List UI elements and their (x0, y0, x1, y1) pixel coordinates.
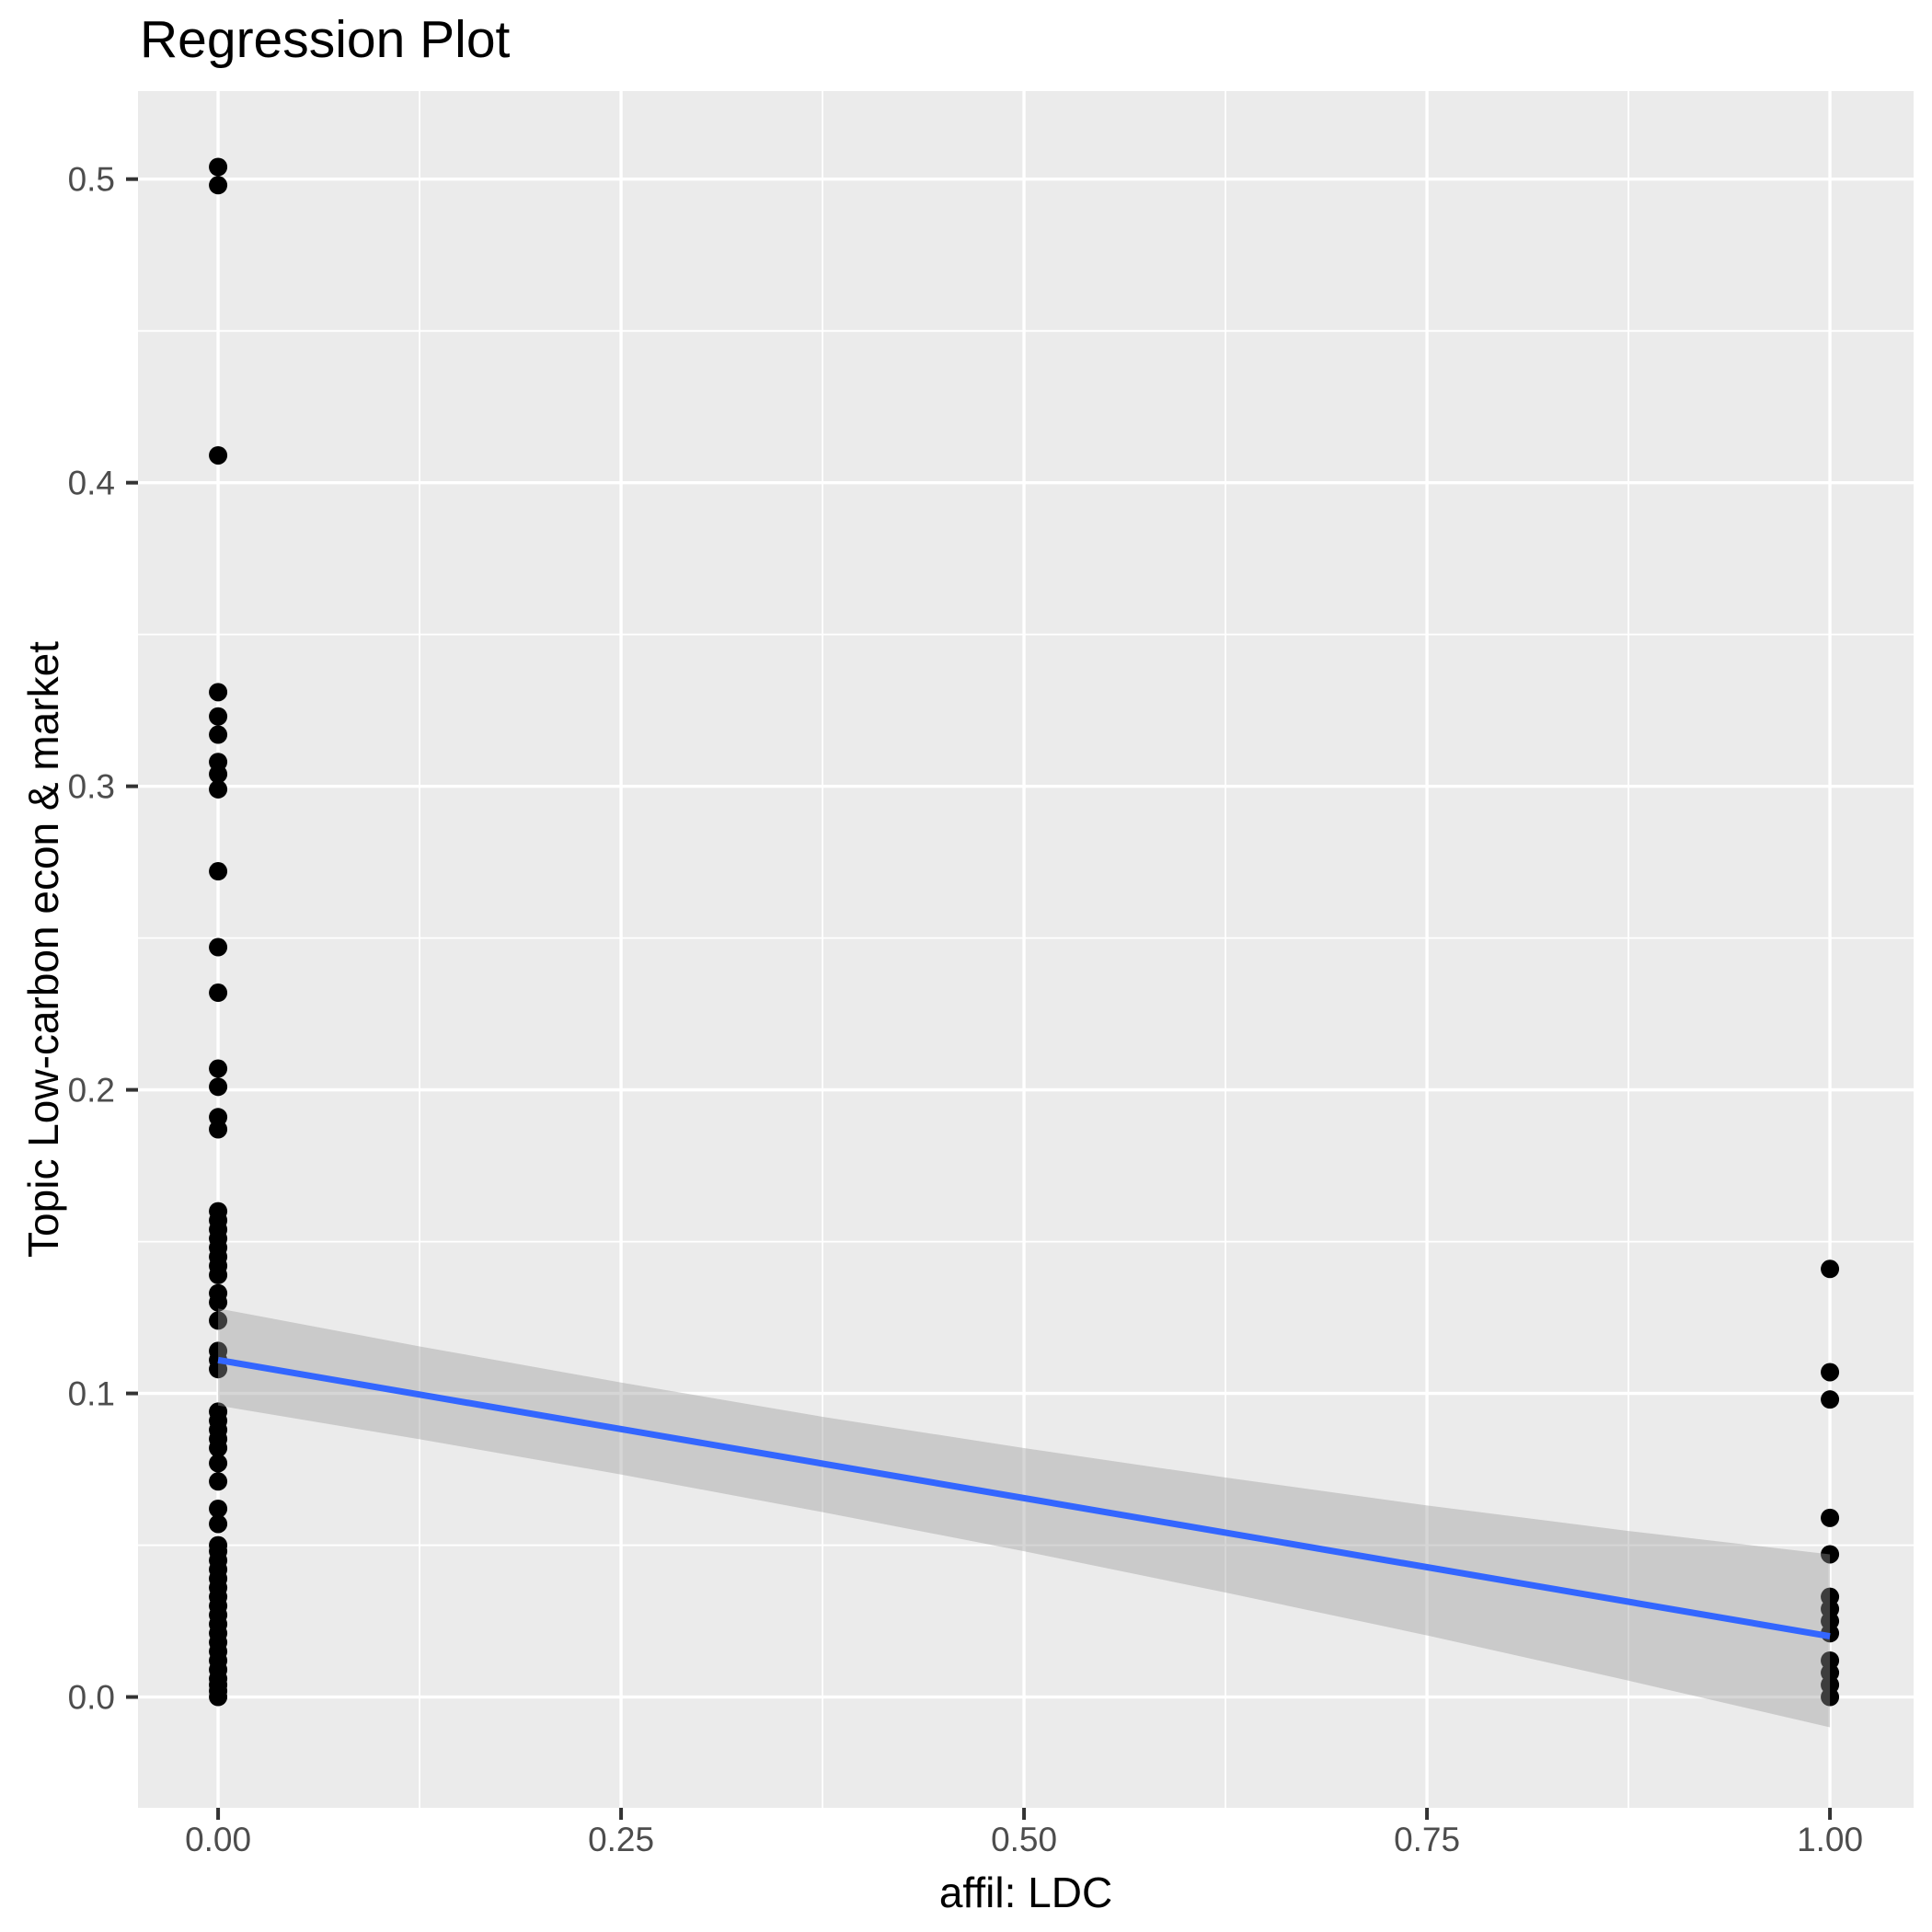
y-tick-label: 0.4 (68, 465, 115, 502)
data-point (209, 1472, 228, 1491)
data-point (209, 445, 228, 465)
data-point (209, 1265, 228, 1284)
x-tick-label: 0.25 (588, 1821, 654, 1858)
y-tick-label: 0.0 (68, 1679, 115, 1717)
chart-title: Regression Plot (140, 10, 511, 69)
y-tick-label: 0.3 (68, 768, 115, 806)
data-point (1821, 1390, 1840, 1409)
data-point (209, 983, 228, 1003)
data-point (209, 765, 228, 784)
data-point (209, 1454, 228, 1473)
data-point (209, 1293, 228, 1312)
data-point (209, 1311, 228, 1330)
data-point (209, 683, 228, 702)
x-tick-label: 0.75 (1394, 1821, 1460, 1858)
data-point (209, 176, 228, 195)
panel-background (138, 91, 1914, 1808)
regression-line (217, 1356, 1831, 1640)
data-point (1821, 1508, 1840, 1527)
data-point (209, 157, 228, 177)
data-point (1821, 1363, 1840, 1382)
x-tick-label: 0.00 (185, 1821, 251, 1858)
x-tick-label: 0.50 (991, 1821, 1057, 1858)
data-point (209, 1059, 228, 1078)
data-point (209, 1687, 228, 1707)
data-point (209, 779, 228, 799)
y-tick-label: 0.5 (68, 161, 115, 199)
data-point (209, 862, 228, 881)
data-point (209, 1077, 228, 1097)
x-axis-title: affil: LDC (938, 1869, 1113, 1916)
y-tick-label: 0.1 (68, 1375, 115, 1413)
data-point (1821, 1259, 1840, 1279)
data-point (209, 1514, 228, 1534)
data-point (1821, 1687, 1840, 1707)
data-point (209, 707, 228, 726)
data-point (1821, 1545, 1840, 1564)
y-tick-label: 0.2 (68, 1072, 115, 1110)
data-point (209, 1120, 228, 1139)
data-point (209, 1499, 228, 1518)
data-point (209, 1360, 228, 1379)
data-point (209, 1438, 228, 1457)
confidence-band (218, 1308, 1831, 1728)
x-tick-label: 1.00 (1797, 1821, 1863, 1858)
data-point (209, 937, 228, 957)
data-point (209, 725, 228, 744)
